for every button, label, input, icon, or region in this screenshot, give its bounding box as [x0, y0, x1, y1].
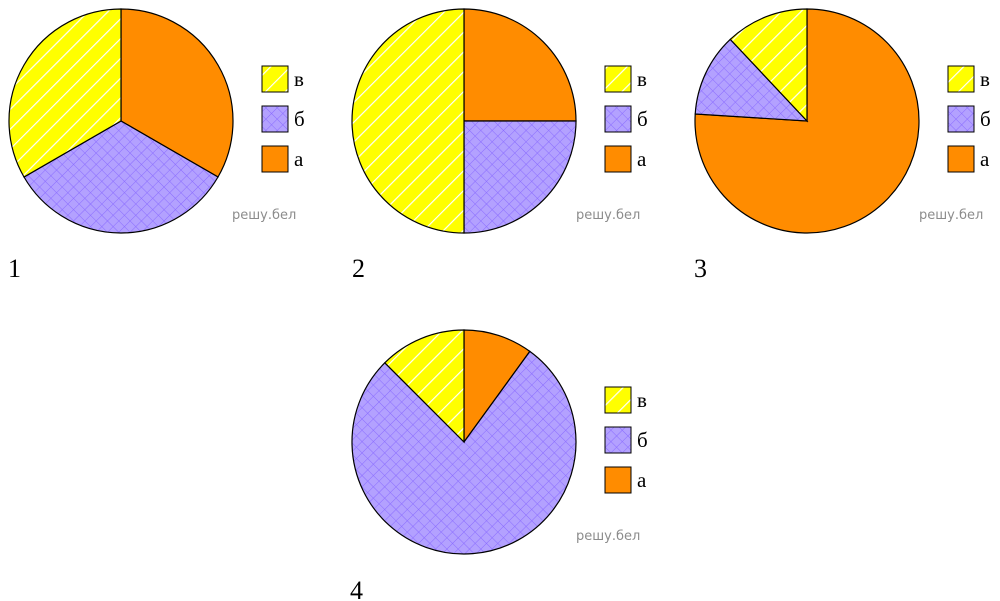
pie-4-legend-swatch-a: [604, 466, 632, 494]
pie-2-slice-b: [463, 120, 577, 234]
pie-4-watermark: решу.бел: [576, 529, 640, 544]
pie-3-slice-v: [729, 8, 808, 123]
pie-3-legend-label-a: а: [980, 147, 990, 171]
pie-2-number: 2: [352, 254, 365, 283]
pie-4-legend-label-v: в: [637, 388, 647, 412]
pie-2-slice-a: [463, 8, 577, 122]
pie-3-legend-swatch-v: [947, 65, 975, 93]
pie-3-slices: [694, 8, 920, 234]
pie-3-watermark: решу.бел: [919, 208, 983, 223]
pie-1-slice-b: [23, 120, 219, 234]
pie-1-number: 1: [8, 254, 21, 283]
pie-4-slice-v: [383, 329, 465, 444]
pie-4-slice-b: [351, 350, 577, 555]
pie-2-legend-swatch-v: [604, 65, 632, 93]
pie-2-legend-label-v: в: [637, 67, 647, 91]
pie-1-legend-swatch-a: [261, 145, 289, 173]
pie-2-legend-swatch-a: [604, 145, 632, 173]
pie-1-legend-label-v: в: [294, 67, 304, 91]
pie-4-legend: вба: [604, 386, 648, 494]
pie-3-legend-label-v: в: [980, 67, 990, 91]
pie-2-legend-label-b: б: [637, 107, 648, 131]
pie-3-legend-label-b: б: [980, 107, 991, 131]
pie-1-legend-swatch-v: [261, 65, 289, 93]
pie-1-legend-label-a: а: [294, 147, 304, 171]
pie-3-legend-swatch-a: [947, 145, 975, 173]
pie-2-legend: вба: [604, 65, 648, 173]
pie-chart-2: вба решу.бел 2: [351, 8, 648, 283]
pie-2-legend-swatch-b: [604, 105, 632, 133]
pie-1-slice-v: [8, 8, 122, 178]
pie-1-legend-label-b: б: [294, 107, 305, 131]
pie-3-legend-swatch-b: [947, 105, 975, 133]
pie-chart-1: вба решу.бел 1: [8, 8, 305, 283]
pie-3-legend: вба: [947, 65, 991, 173]
pie-4-slices: [351, 329, 577, 555]
pie-1-legend: вба: [261, 65, 305, 173]
pie-4-legend-swatch-v: [604, 386, 632, 414]
pie-4-number: 4: [350, 576, 363, 601]
pie-chart-4: вба решу.бел 4: [350, 329, 648, 601]
pie-2-slices: [351, 8, 577, 234]
pie-1-watermark: решу.бел: [232, 208, 296, 223]
pie-2-slice-v: [351, 8, 465, 234]
pie-chart-3: вба решу.бел 3: [694, 8, 991, 283]
pie-1-legend-swatch-b: [261, 105, 289, 133]
pie-3-slice-b: [694, 38, 809, 122]
pie-2-watermark: решу.бел: [576, 208, 640, 223]
pie-3-number: 3: [694, 254, 707, 283]
pie-4-legend-label-b: б: [637, 428, 648, 452]
pie-2-legend-label-a: а: [637, 147, 647, 171]
pie-1-slices: [8, 8, 234, 234]
pie-1-slice-a: [120, 8, 234, 178]
pie-4-legend-label-a: а: [637, 468, 647, 492]
pie-4-legend-swatch-b: [604, 426, 632, 454]
